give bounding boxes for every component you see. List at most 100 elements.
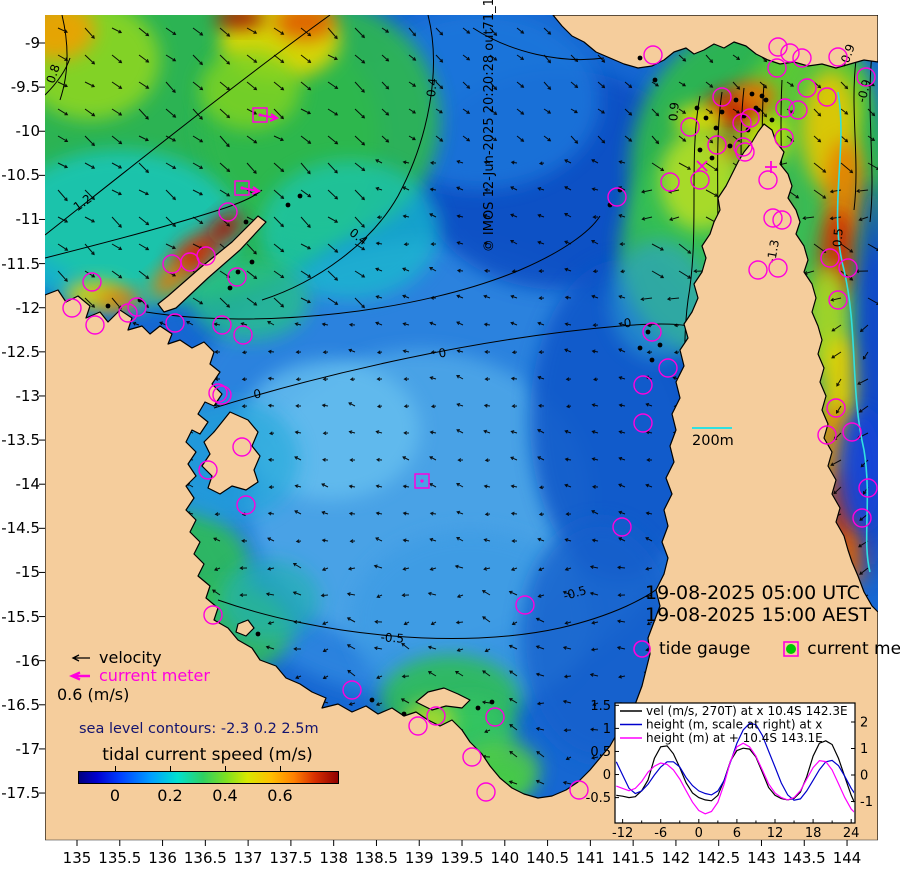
tide-gauge-marker[interactable] [658,358,678,378]
tide-gauge-marker[interactable] [817,425,837,445]
tide-gauge-marker[interactable] [758,170,778,190]
tide-gauge-marker[interactable] [774,128,794,148]
lat-tick-label: -13 [15,386,41,405]
lat-tick-label: -15 [15,563,41,582]
tide-gauge-marker[interactable] [426,706,446,726]
lat-tick-label: -16.5 [1,695,40,714]
colorbar-title: tidal current speed (m/s) [102,745,313,765]
tide-gauge-marker[interactable] [607,187,627,207]
colorbar-tick-label: 0.4 [212,786,238,805]
tide-gauge-marker[interactable] [476,782,496,802]
tide-gauge-marker[interactable] [643,45,663,65]
tide-gauge-marker[interactable] [820,248,840,268]
current-meter-marker[interactable] [252,107,268,123]
inset-x-tick: 18 [805,826,822,841]
wessel-islands [157,215,267,313]
tide-gauge-marker[interactable] [208,383,228,403]
colorbar-tick [170,766,171,771]
station-plus-marker[interactable] [765,161,777,173]
tide-gauge-marker[interactable] [660,172,680,192]
islet [645,329,651,335]
tide-gauge-marker[interactable] [792,48,812,68]
tide-gauge-marker[interactable] [218,202,238,222]
tide-gauge-marker[interactable] [82,272,102,292]
tide-gauge-marker[interactable] [852,508,872,528]
tide-gauge-marker[interactable] [233,325,253,345]
tide-gauge-marker[interactable] [748,260,768,280]
tide-gauge-marker[interactable] [633,413,653,433]
tide-gauge-marker[interactable] [763,208,783,228]
islet [637,55,643,61]
tide-gauge-marker[interactable] [768,258,788,278]
tide-gauge-marker[interactable] [642,322,662,342]
tide-gauge-marker[interactable] [342,680,362,700]
lon-tick-label: 138 [319,849,348,867]
current-meter-marker[interactable] [234,180,250,196]
tide-gauge-marker[interactable] [85,315,105,335]
inset-legend-label: height (m, scale at right) at x [646,718,822,732]
station-x-marker[interactable] [696,160,708,172]
tide-gauge-marker[interactable] [856,67,876,87]
tide-gauge-marker[interactable] [858,478,878,498]
islet [637,345,643,351]
islet [769,117,775,123]
tide-gauge-marker[interactable] [772,210,792,230]
sea-level-contour [869,53,873,223]
tide-gauge-marker[interactable] [633,375,653,395]
inset-x-tick: 0 [695,826,703,841]
tide-gauge-marker[interactable] [165,313,185,333]
tide-gauge-marker[interactable] [842,422,862,442]
tide-gauge-marker[interactable] [198,460,218,480]
tide-gauge-marker[interactable] [236,495,256,515]
tide-gauge-marker[interactable] [735,142,755,162]
tide-gauge-marker[interactable] [707,135,727,155]
tide-gauge-marker[interactable] [775,98,795,118]
lon-tick-label: 139 [404,849,434,867]
islet [763,97,769,103]
tide-gauge-marker[interactable] [797,78,817,98]
tide-gauge-marker[interactable] [118,303,138,323]
timestamp-utc: 19-08-2025 05:00 UTC [645,582,860,604]
tide-gauge-marker[interactable] [212,315,232,335]
tide-gauge-marker[interactable] [828,47,848,67]
islet [255,631,261,637]
tide-gauge-marker[interactable] [828,290,848,310]
islet [759,93,765,99]
tide-gauge-marker[interactable] [690,170,710,190]
tide-gauge-marker[interactable] [817,87,837,107]
tide-gauge-marker[interactable] [515,595,535,615]
tide-gauge-marker[interactable] [227,267,247,287]
tide-gauge-marker[interactable] [203,605,223,625]
current-meter-marker[interactable] [414,473,430,489]
tide-gauge-marker[interactable] [408,716,428,736]
tide-gauge-marker[interactable] [196,246,216,266]
tide-gauge-marker[interactable] [780,43,800,63]
tide-gauge-marker[interactable] [680,117,700,137]
tide-gauge-marker[interactable] [462,747,482,767]
lat-tick-label: -17.5 [1,784,40,803]
current-meter-label: current meter [807,639,900,659]
tide-gauge-marker[interactable] [826,398,846,418]
lat-tick-label: -10.5 [1,166,40,185]
tide-gauge-marker[interactable] [485,707,505,727]
tide-gauge-marker[interactable] [838,258,858,278]
tide-gauge-marker[interactable] [62,298,82,318]
tide-gauge-label: tide gauge [659,639,751,659]
lat-tick-label: -15.5 [1,607,40,626]
tide-gauge-marker[interactable] [212,385,232,405]
islet [694,105,700,111]
inset-legend-label: vel (m/s, 270T) at x 10.4S 142.3E [646,704,848,718]
velocity-arrow-icon [71,654,90,662]
tide-gauge-marker[interactable] [788,100,808,120]
inset-right-tick: 0 [860,769,868,784]
tide-gauge-marker[interactable] [768,37,788,57]
tide-gauge-marker[interactable] [767,58,787,78]
tide-gauge-marker[interactable] [712,87,732,107]
tide-gauge-marker[interactable] [732,113,752,133]
islet [727,143,733,149]
islet [235,269,241,275]
tide-gauge-marker[interactable] [612,517,632,537]
tide-gauge-marker[interactable] [232,437,252,457]
tide-gauge-marker[interactable] [569,780,589,800]
